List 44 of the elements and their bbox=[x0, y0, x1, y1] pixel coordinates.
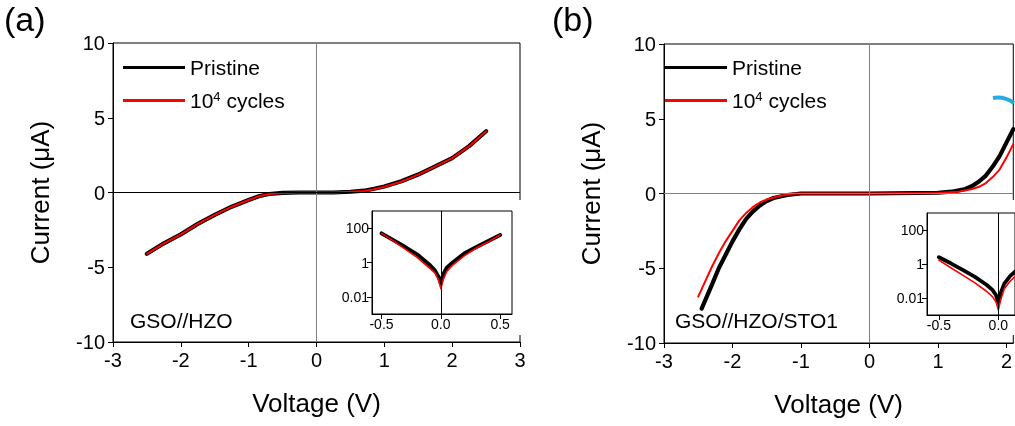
annotation: GSO//HZO bbox=[130, 309, 233, 332]
x-tick-label: 0.0 bbox=[988, 317, 1009, 333]
x-tick-label: 3 bbox=[514, 349, 526, 371]
x-tick-label: 0.0 bbox=[431, 316, 451, 332]
x-tick-label: -0.5 bbox=[926, 317, 952, 333]
y-axis-title: Current (μA) bbox=[25, 120, 55, 265]
x-tick-label: -2 bbox=[171, 349, 190, 371]
x-tick-label: -3 bbox=[104, 349, 122, 371]
chart-title: (b) bbox=[552, 0, 594, 38]
x-tick-label: -1 bbox=[239, 349, 258, 371]
x-axis-title: Voltage (V) bbox=[252, 388, 381, 418]
y-tick-label: 5 bbox=[93, 106, 105, 129]
x-tick-label: -1 bbox=[792, 350, 810, 372]
x-tick-label: 0 bbox=[863, 350, 876, 372]
y-tick-label: -10 bbox=[76, 331, 105, 353]
y-tick-label: -10 bbox=[627, 332, 656, 354]
x-axis-title: Voltage (V) bbox=[774, 389, 903, 419]
y-tick-label: 10 bbox=[633, 33, 656, 55]
y-tick-label: 1 bbox=[361, 254, 370, 271]
y-tick-label: 10 bbox=[82, 32, 105, 54]
x-tick-label: 1 bbox=[932, 350, 944, 372]
x-tick-label: 0 bbox=[310, 349, 323, 371]
legend-label: Pristine bbox=[190, 56, 261, 79]
y-tick-label: 1 bbox=[916, 256, 925, 272]
y-tick-label: 5 bbox=[644, 107, 656, 130]
annotation: GSO//HZO/STO1 bbox=[675, 309, 838, 332]
x-tick-label: 2 bbox=[1000, 350, 1012, 372]
y-tick-label: 100 bbox=[900, 222, 925, 238]
y-tick-label: 0.01 bbox=[341, 288, 370, 305]
legend-label: Pristine bbox=[732, 56, 803, 79]
y-tick-label: -5 bbox=[638, 257, 656, 280]
y-tick-label: 100 bbox=[345, 220, 370, 237]
chart-title: (a) bbox=[4, 0, 46, 38]
x-tick-label: 2 bbox=[446, 349, 458, 371]
x-tick-label: 0.5 bbox=[490, 316, 511, 332]
y-tick-label: -5 bbox=[87, 256, 105, 279]
x-tick-label: -3 bbox=[655, 350, 673, 372]
y-tick-label: 0 bbox=[644, 182, 656, 205]
y-tick-label: 0 bbox=[93, 181, 105, 204]
x-tick-label: -2 bbox=[723, 350, 742, 372]
y-tick-label: 0.01 bbox=[896, 290, 925, 306]
y-axis-title: Current (μA) bbox=[576, 121, 606, 266]
x-tick-label: -0.5 bbox=[369, 316, 394, 332]
x-tick-label: 1 bbox=[378, 349, 390, 371]
